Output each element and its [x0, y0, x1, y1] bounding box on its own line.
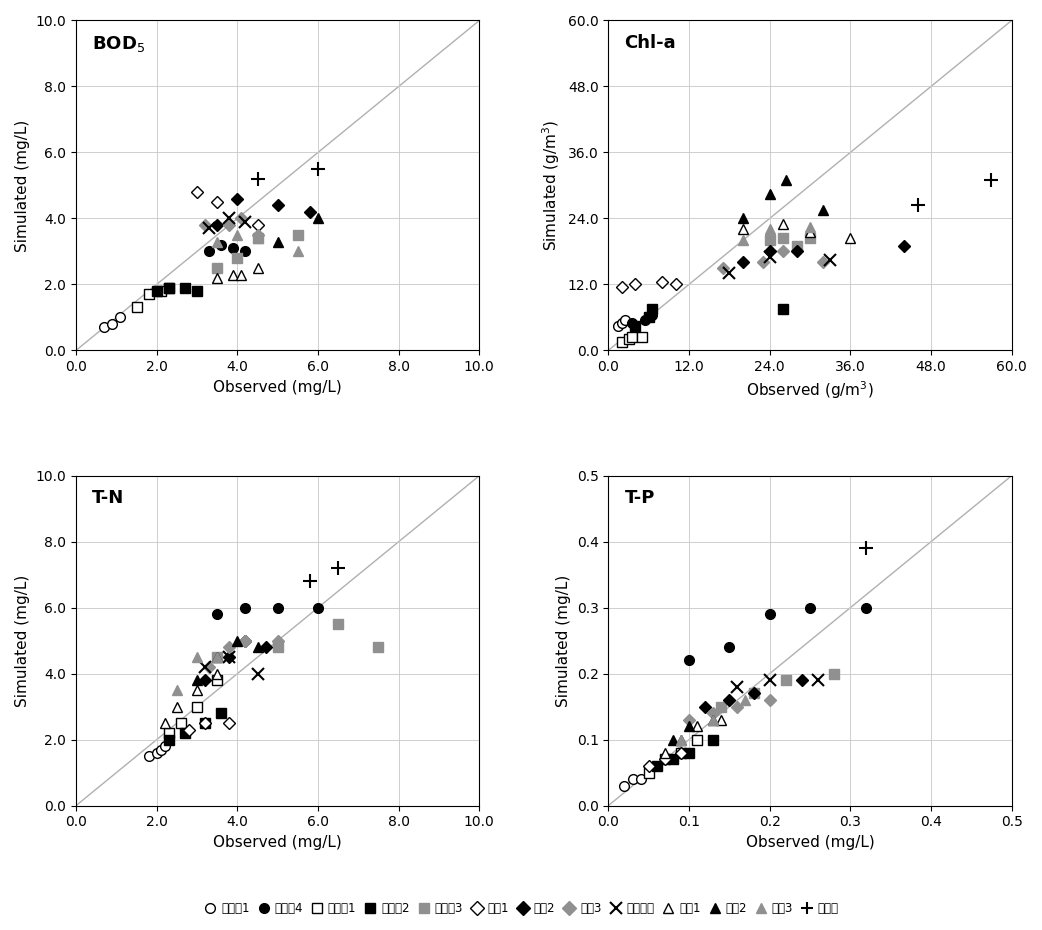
X-axis label: Observed (mg/L): Observed (mg/L) [214, 379, 342, 394]
Text: T-N: T-N [92, 489, 124, 507]
Text: Chl-a: Chl-a [624, 33, 676, 52]
X-axis label: Observed (g/m$^3$): Observed (g/m$^3$) [746, 379, 874, 402]
Legend: 정엘윸1, 정엘윸4, 동진갅1, 동진갅2, 동진갅3, 고봀1, 고봀2, 고봀3, 동진대교, 원폀1, 원폀2, 원폀3, 신평스: 정엘윸1, 정엘윸4, 동진갅1, 동진갅2, 동진갅3, 고봀1, 고봀2, … [199, 897, 843, 920]
Y-axis label: Simulated (mg/L): Simulated (mg/L) [15, 575, 30, 707]
Text: T-P: T-P [624, 489, 654, 507]
X-axis label: Observed (mg/L): Observed (mg/L) [746, 835, 874, 850]
Y-axis label: Simulated (mg/L): Simulated (mg/L) [556, 575, 571, 707]
X-axis label: Observed (mg/L): Observed (mg/L) [214, 835, 342, 850]
Y-axis label: Simulated (mg/L): Simulated (mg/L) [15, 119, 30, 252]
Text: BOD$_5$: BOD$_5$ [92, 33, 145, 54]
Y-axis label: Simulated (g/m$^3$): Simulated (g/m$^3$) [541, 120, 563, 251]
